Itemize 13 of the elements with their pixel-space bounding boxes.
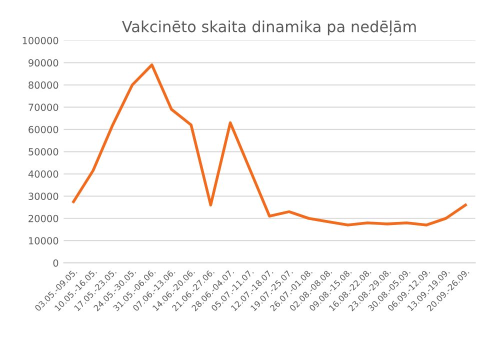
y-tick-label: 20000 — [28, 214, 58, 222]
y-tick-label: 90000 — [28, 59, 58, 67]
y-tick-label: 60000 — [28, 126, 58, 134]
y-tick-label: 40000 — [28, 170, 58, 178]
y-tick-label: 0 — [53, 259, 58, 267]
line-series — [72, 64, 467, 226]
y-tick-label: 50000 — [28, 148, 58, 156]
y-tick-label: 70000 — [28, 104, 58, 111]
chart-title: Vakcinēto skaita dinamika pa nedēļām — [122, 20, 416, 36]
y-tick-label: 80000 — [28, 81, 58, 89]
y-tick-label: 30000 — [28, 192, 58, 200]
y-tick-label: 10000 — [28, 237, 58, 244]
y-tick-label: 100000 — [22, 36, 58, 44]
